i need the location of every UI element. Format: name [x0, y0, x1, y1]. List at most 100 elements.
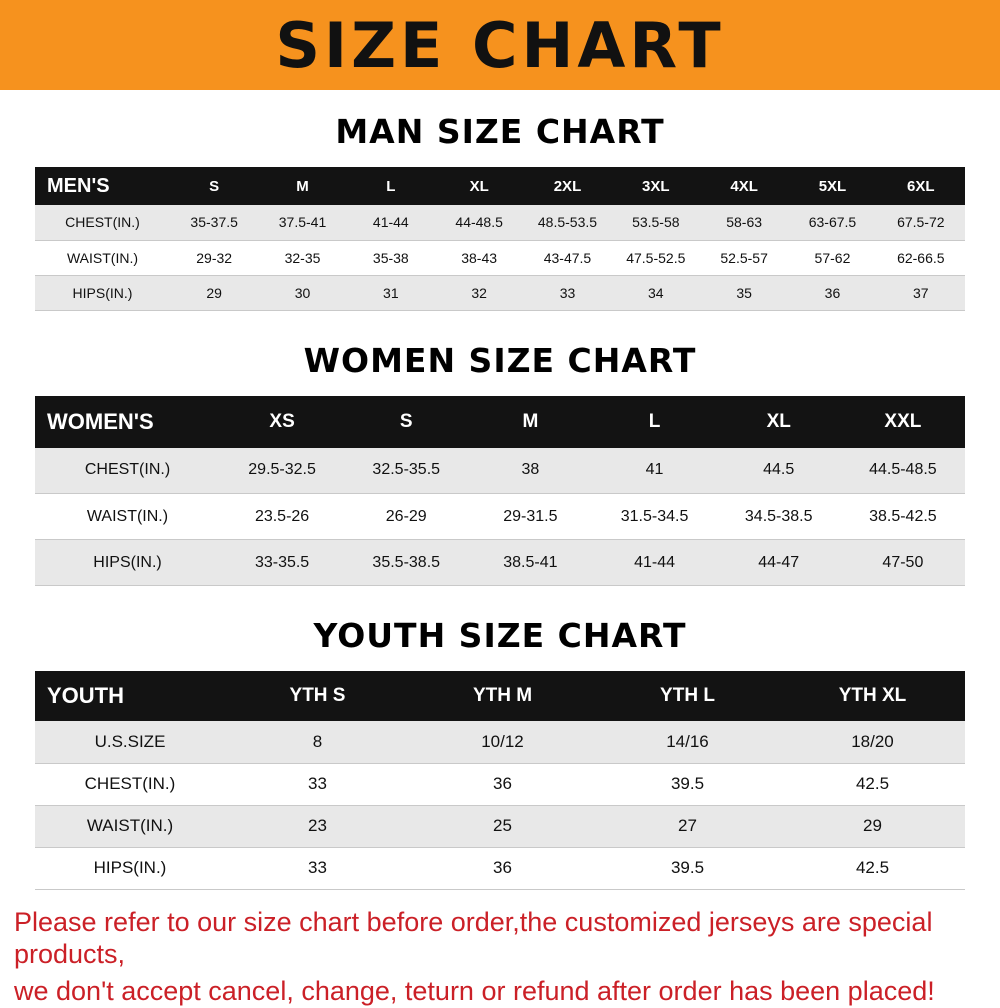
size-value: 44-47	[717, 540, 841, 586]
size-value: 42.5	[780, 847, 965, 889]
men-section-title: MAN SIZE CHART	[0, 112, 1000, 151]
size-value: 10/12	[410, 721, 595, 763]
size-value: 37.5-41	[258, 205, 346, 240]
column-header: YTH XL	[780, 671, 965, 721]
youth-section-title: YOUTH SIZE CHART	[0, 616, 1000, 655]
size-value: 44.5-48.5	[841, 448, 965, 494]
table-title-cell: MEN'S	[35, 167, 170, 205]
column-header: XXL	[841, 396, 965, 448]
row-label: CHEST(IN.)	[35, 448, 220, 494]
size-value: 39.5	[595, 763, 780, 805]
size-value: 30	[258, 275, 346, 310]
size-value: 62-66.5	[877, 240, 965, 275]
size-value: 53.5-58	[612, 205, 700, 240]
column-header: XL	[435, 167, 523, 205]
column-header: YTH M	[410, 671, 595, 721]
column-header: 6XL	[877, 167, 965, 205]
size-value: 44-48.5	[435, 205, 523, 240]
size-value: 34.5-38.5	[717, 494, 841, 540]
column-header: 4XL	[700, 167, 788, 205]
row-label: WAIST(IN.)	[35, 494, 220, 540]
size-value: 41	[592, 448, 716, 494]
size-value: 33-35.5	[220, 540, 344, 586]
size-value: 35-37.5	[170, 205, 258, 240]
size-value: 33	[225, 847, 410, 889]
size-value: 38-43	[435, 240, 523, 275]
size-value: 35	[700, 275, 788, 310]
column-header: 2XL	[523, 167, 611, 205]
size-value: 38.5-41	[468, 540, 592, 586]
size-value: 42.5	[780, 763, 965, 805]
size-value: 29	[170, 275, 258, 310]
size-value: 48.5-53.5	[523, 205, 611, 240]
row-label: HIPS(IN.)	[35, 275, 170, 310]
size-value: 41-44	[347, 205, 435, 240]
women-section-title: WOMEN SIZE CHART	[0, 341, 1000, 380]
size-value: 27	[595, 805, 780, 847]
row-label: CHEST(IN.)	[35, 205, 170, 240]
size-value: 23.5-26	[220, 494, 344, 540]
column-header: 3XL	[612, 167, 700, 205]
size-value: 35.5-38.5	[344, 540, 468, 586]
column-header: S	[344, 396, 468, 448]
column-header: M	[258, 167, 346, 205]
column-header: L	[347, 167, 435, 205]
size-value: 36	[410, 847, 595, 889]
size-value: 41-44	[592, 540, 716, 586]
notice-line-2: we don't accept cancel, change, teturn o…	[14, 975, 1000, 1008]
banner: SIZE CHART	[0, 0, 1000, 90]
size-value: 8	[225, 721, 410, 763]
notice-line-1: Please refer to our size chart before or…	[14, 906, 1000, 972]
size-value: 33	[523, 275, 611, 310]
size-value: 58-63	[700, 205, 788, 240]
row-label: HIPS(IN.)	[35, 540, 220, 586]
row-label: WAIST(IN.)	[35, 240, 170, 275]
size-value: 32-35	[258, 240, 346, 275]
row-label: U.S.SIZE	[35, 721, 225, 763]
column-header: M	[468, 396, 592, 448]
size-value: 32.5-35.5	[344, 448, 468, 494]
size-value: 57-62	[788, 240, 876, 275]
size-value: 47-50	[841, 540, 965, 586]
size-value: 39.5	[595, 847, 780, 889]
size-value: 18/20	[780, 721, 965, 763]
size-value: 38.5-42.5	[841, 494, 965, 540]
footer-notice: Please refer to our size chart before or…	[0, 906, 1000, 1008]
size-value: 36	[410, 763, 595, 805]
column-header: XL	[717, 396, 841, 448]
column-header: L	[592, 396, 716, 448]
size-value: 31.5-34.5	[592, 494, 716, 540]
row-label: CHEST(IN.)	[35, 763, 225, 805]
size-value: 47.5-52.5	[612, 240, 700, 275]
size-value: 29-31.5	[468, 494, 592, 540]
size-value: 29	[780, 805, 965, 847]
size-value: 38	[468, 448, 592, 494]
table-title-cell: YOUTH	[35, 671, 225, 721]
size-value: 44.5	[717, 448, 841, 494]
size-value: 37	[877, 275, 965, 310]
row-label: WAIST(IN.)	[35, 805, 225, 847]
column-header: 5XL	[788, 167, 876, 205]
row-label: HIPS(IN.)	[35, 847, 225, 889]
size-value: 43-47.5	[523, 240, 611, 275]
column-header: YTH L	[595, 671, 780, 721]
table-title-cell: WOMEN'S	[35, 396, 220, 448]
column-header: YTH S	[225, 671, 410, 721]
size-value: 31	[347, 275, 435, 310]
size-value: 33	[225, 763, 410, 805]
size-value: 36	[788, 275, 876, 310]
